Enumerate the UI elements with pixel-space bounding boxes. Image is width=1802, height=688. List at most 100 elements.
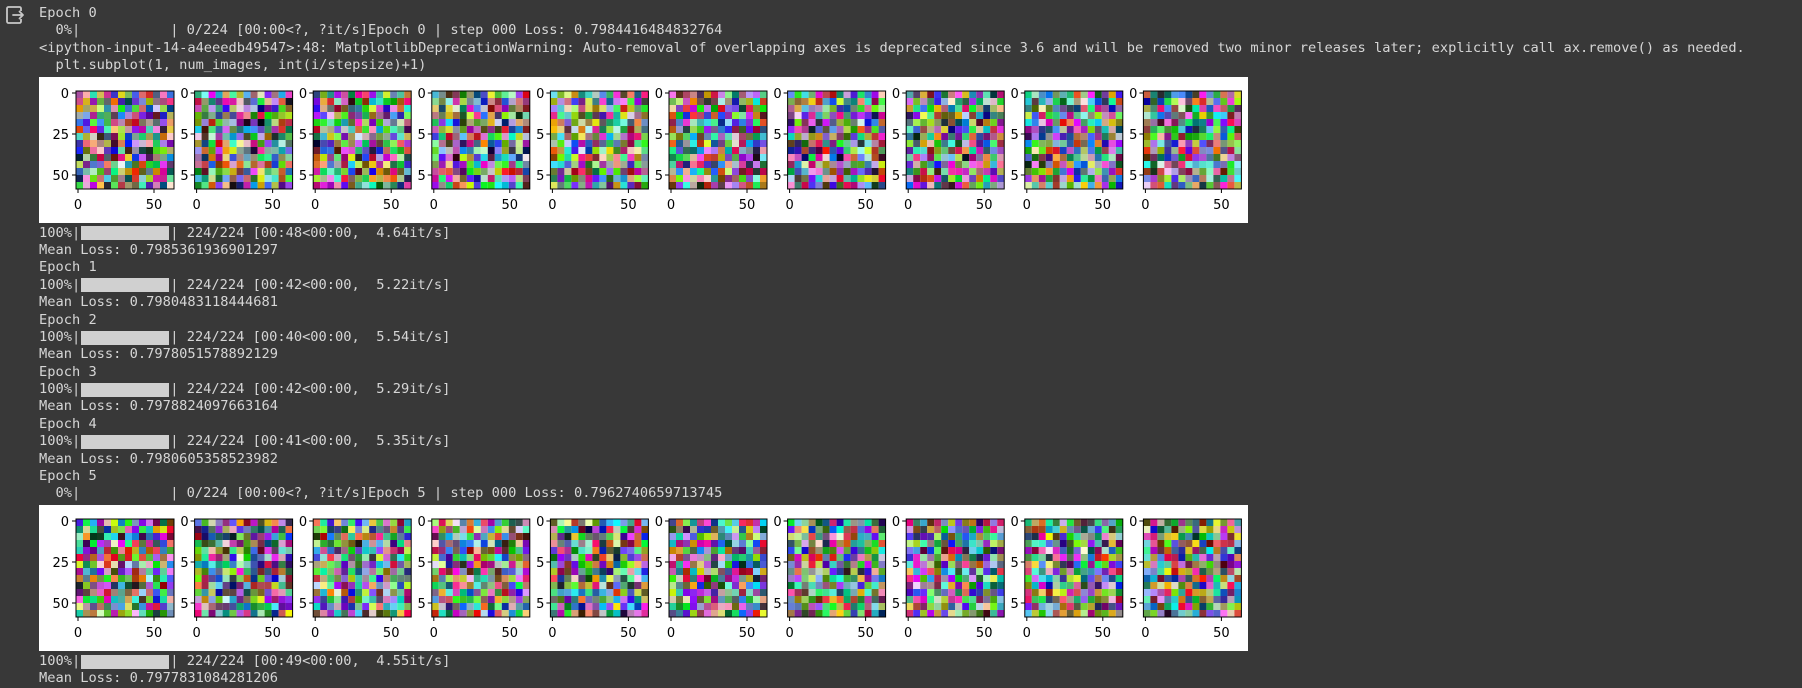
- progress-bar: [81, 487, 169, 501]
- y-tick-label: 5: [892, 128, 900, 143]
- x-tick-label: 50: [857, 198, 874, 213]
- mean-loss: Mean Loss: 0.7980605358523982: [39, 450, 278, 467]
- x-tick-label: 0: [311, 198, 319, 213]
- axes-frame: [905, 518, 1005, 618]
- axes-frame: [549, 90, 649, 190]
- progress-stats: | 224/224 [00:41<00:00, 5.35it/s]: [170, 433, 451, 450]
- axes-frame: [905, 90, 1005, 190]
- epoch-label: Epoch 5: [39, 468, 97, 485]
- axes-frame: [194, 90, 294, 190]
- warning-code: plt.subplot(1, num_images, int(i/stepsiz…: [39, 57, 427, 74]
- y-tick-label: 0: [536, 515, 544, 530]
- x-tick-label: 50: [383, 198, 400, 213]
- y-tick-label: 5: [1011, 597, 1019, 612]
- y-tick-label: 5: [536, 556, 544, 571]
- progress-line: 100% | | 224/224 [00:42<00:00, 5.22it/s]: [39, 276, 451, 293]
- axes-frame: [194, 518, 294, 618]
- y-tick-label: 5: [655, 169, 663, 184]
- y-tick-label: 5: [180, 597, 188, 612]
- axes-frame: [75, 518, 175, 618]
- x-tick-label: 0: [430, 626, 438, 641]
- y-tick-label: 5: [1129, 556, 1137, 571]
- y-tick-label: 50: [52, 169, 69, 184]
- y-tick-label: 0: [180, 87, 188, 102]
- progress-stats: | 224/224 [00:40<00:00, 5.54it/s]: [170, 328, 451, 345]
- progress-stats: | 224/224 [00:49<00:00, 4.55it/s]: [170, 652, 451, 669]
- subplot: 0 25 50 0 50: [52, 87, 175, 213]
- progress-percent: 100%: [39, 276, 72, 293]
- y-tick-label: 5: [1011, 128, 1019, 143]
- cell-output: Epoch 0 0%| | 0/224 [00:00<?, ?it/s]Epoch…: [39, 5, 1799, 688]
- x-tick-label: 0: [667, 626, 675, 641]
- progress-line: 100% | | 224/224 [00:40<00:00, 5.54it/s]: [39, 328, 451, 345]
- y-tick-label: 5: [1011, 556, 1019, 571]
- progress-stats: | 224/224 [00:42<00:00, 5.29it/s]: [170, 381, 451, 398]
- progress-percent: 0%|: [39, 22, 81, 39]
- x-tick-label: 50: [146, 198, 163, 213]
- y-tick-label: 0: [655, 515, 663, 530]
- x-tick-label: 0: [311, 626, 319, 641]
- x-tick-label: 50: [264, 198, 281, 213]
- y-tick-label: 5: [1129, 169, 1137, 184]
- x-tick-label: 50: [264, 626, 281, 641]
- sample-images-figure: 0 25 50 0 50 0 5 5 0 50 0 5 5 0 50 0 5 5 0 50 0 5 5 0 50 0 5 5 0 50 0 5…: [39, 76, 1248, 223]
- axes-frame: [787, 90, 887, 190]
- y-tick-label: 5: [536, 169, 544, 184]
- x-tick-label: 0: [192, 626, 200, 641]
- sample-images-figure: 0 25 50 0 50 0 5 5 0 50 0 5 5 0 50 0 5 5 0 50 0 5 5 0 50 0 5 5 0 50 0 5…: [39, 504, 1248, 651]
- y-tick-label: 5: [418, 597, 426, 612]
- axes-frame: [431, 518, 531, 618]
- y-tick-label: 0: [892, 515, 900, 530]
- progress-line: 100% | | 224/224 [00:49<00:00, 4.55it/s]: [39, 652, 451, 669]
- y-tick-label: 5: [655, 128, 663, 143]
- x-tick-label: 50: [1095, 626, 1112, 641]
- mean-loss: Mean Loss: 0.7980483118444681: [39, 294, 278, 311]
- y-tick-label: 0: [1129, 87, 1137, 102]
- progress-percent: 100%: [39, 381, 72, 398]
- x-tick-label: 0: [1023, 626, 1031, 641]
- progress-line: 100% | | 224/224 [00:48<00:00, 4.64it/s]: [39, 224, 451, 241]
- y-tick-label: 5: [1129, 597, 1137, 612]
- progress-percent: 0%|: [39, 485, 81, 502]
- y-tick-label: 0: [61, 87, 69, 102]
- y-tick-label: 5: [655, 556, 663, 571]
- progress-bar: [81, 330, 170, 345]
- progress-percent: 100%: [39, 433, 72, 450]
- y-tick-label: 5: [773, 128, 781, 143]
- y-tick-label: 5: [773, 597, 781, 612]
- x-tick-label: 50: [146, 626, 163, 641]
- x-tick-label: 50: [857, 626, 874, 641]
- epoch-label: Epoch 0: [39, 5, 97, 21]
- y-tick-label: 50: [52, 597, 69, 612]
- y-tick-label: 5: [536, 128, 544, 143]
- y-tick-label: 0: [773, 87, 781, 102]
- x-tick-label: 50: [502, 198, 519, 213]
- y-tick-label: 0: [655, 87, 663, 102]
- progress-bar: [81, 226, 170, 241]
- y-tick-label: 5: [180, 128, 188, 143]
- exit-to-app-icon[interactable]: [4, 4, 26, 26]
- y-tick-label: 0: [773, 515, 781, 530]
- x-tick-label: 50: [976, 626, 993, 641]
- y-tick-label: 0: [299, 515, 307, 530]
- y-tick-label: 5: [418, 556, 426, 571]
- mean-loss: Mean Loss: 0.7978051578892129: [39, 346, 278, 363]
- y-tick-label: 25: [52, 128, 69, 143]
- axes-frame: [549, 518, 649, 618]
- progress-stats: | 0/224 [00:00<?, ?it/s]Epoch 5 | step 0…: [170, 485, 723, 502]
- x-tick-label: 0: [430, 198, 438, 213]
- y-tick-label: 5: [299, 169, 307, 184]
